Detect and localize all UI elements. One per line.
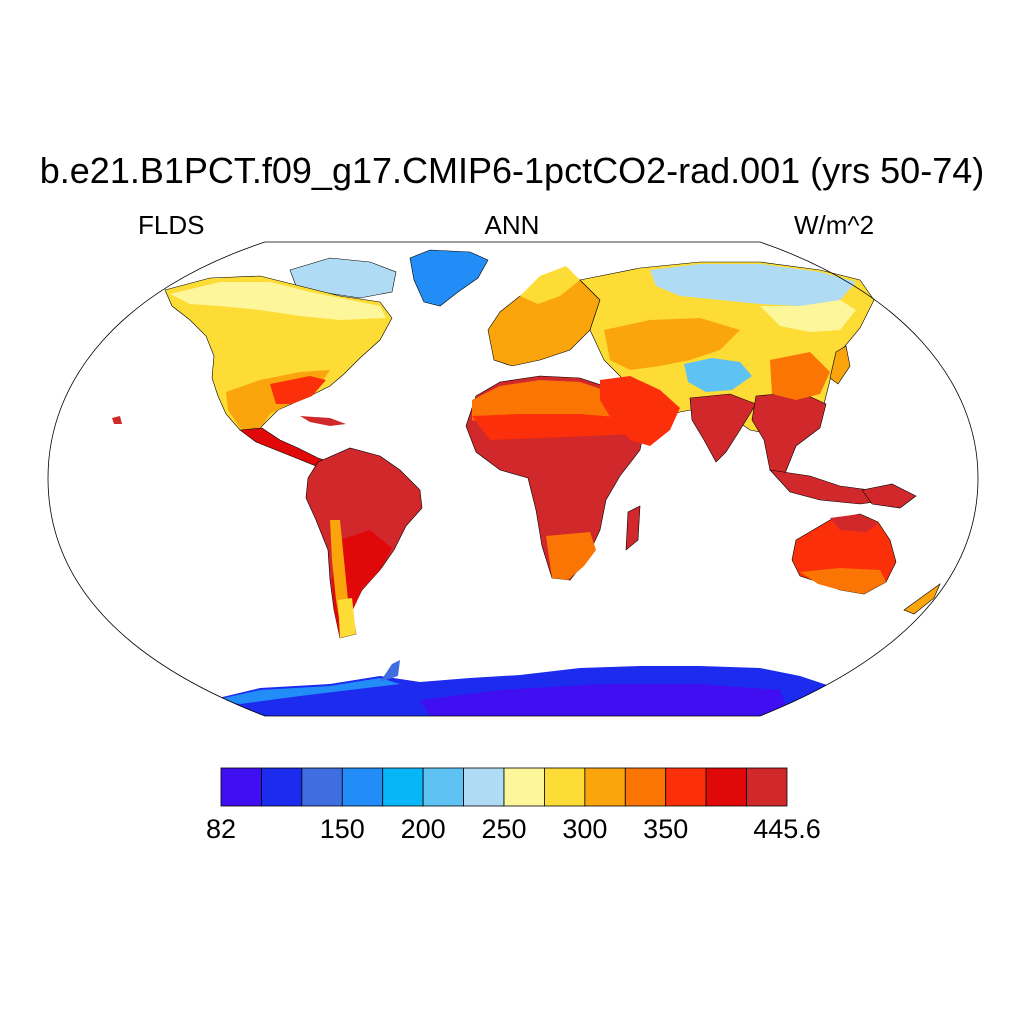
colorbar-tick-label: 350 <box>643 814 689 844</box>
north-africa-band <box>472 414 634 440</box>
colorbar-box <box>705 767 747 807</box>
cuba <box>300 416 346 426</box>
central-asia <box>604 318 740 370</box>
colorbar-box <box>463 767 505 807</box>
variable-label: FLDS <box>138 210 205 240</box>
antarctica-interior <box>420 684 790 716</box>
japan <box>829 345 851 385</box>
madagascar <box>625 505 641 551</box>
colorbar-tick-label: 150 <box>319 814 365 844</box>
southern-africa <box>546 532 596 580</box>
middle-east <box>600 376 680 446</box>
india <box>689 393 757 463</box>
colorbar-tick-label: 445.6 <box>753 814 821 844</box>
colorbar-box <box>261 767 303 807</box>
tibet <box>684 358 752 392</box>
plot-title: b.e21.B1PCT.f09_g17.CMIP6-1pctCO2-rad.00… <box>39 150 985 191</box>
colorbar-box <box>584 767 626 807</box>
colorbar-box <box>665 767 707 807</box>
colorbar-box <box>220 767 262 807</box>
colorbar-tick-label: 200 <box>400 814 446 844</box>
units-label: W/m^2 <box>794 210 875 240</box>
colorbar-box <box>341 767 384 807</box>
east-china <box>770 352 830 400</box>
australia-north <box>830 514 878 532</box>
sahara <box>472 380 626 424</box>
colorbar-box <box>624 767 667 807</box>
patagonia <box>338 598 356 638</box>
colorbar-box <box>422 767 464 807</box>
hawaii <box>112 416 122 424</box>
colorbar-box <box>746 767 788 807</box>
colorbar-box <box>301 767 343 807</box>
season-label: ANN <box>484 210 540 240</box>
siberia <box>650 264 856 306</box>
north-america-north <box>170 282 386 320</box>
antarctic-peninsula <box>380 660 400 682</box>
antarctica-coast <box>215 678 400 704</box>
australia-south <box>800 568 886 594</box>
scandinavia <box>520 266 580 304</box>
us-southeast <box>270 376 326 404</box>
colorbar-box <box>544 767 586 807</box>
colorbar-tick-label: 300 <box>562 814 608 844</box>
map-outline <box>47 241 979 717</box>
colorbar-tick-label: 250 <box>481 814 527 844</box>
new-zealand <box>903 583 941 615</box>
southeast-asia <box>751 391 827 477</box>
east-siberia <box>760 300 856 332</box>
new-guinea <box>861 483 917 509</box>
greenland <box>409 249 489 307</box>
colorbar-tick-label: 82 <box>205 814 237 844</box>
colorbar-box <box>382 767 424 807</box>
colorbar-box <box>503 767 545 807</box>
